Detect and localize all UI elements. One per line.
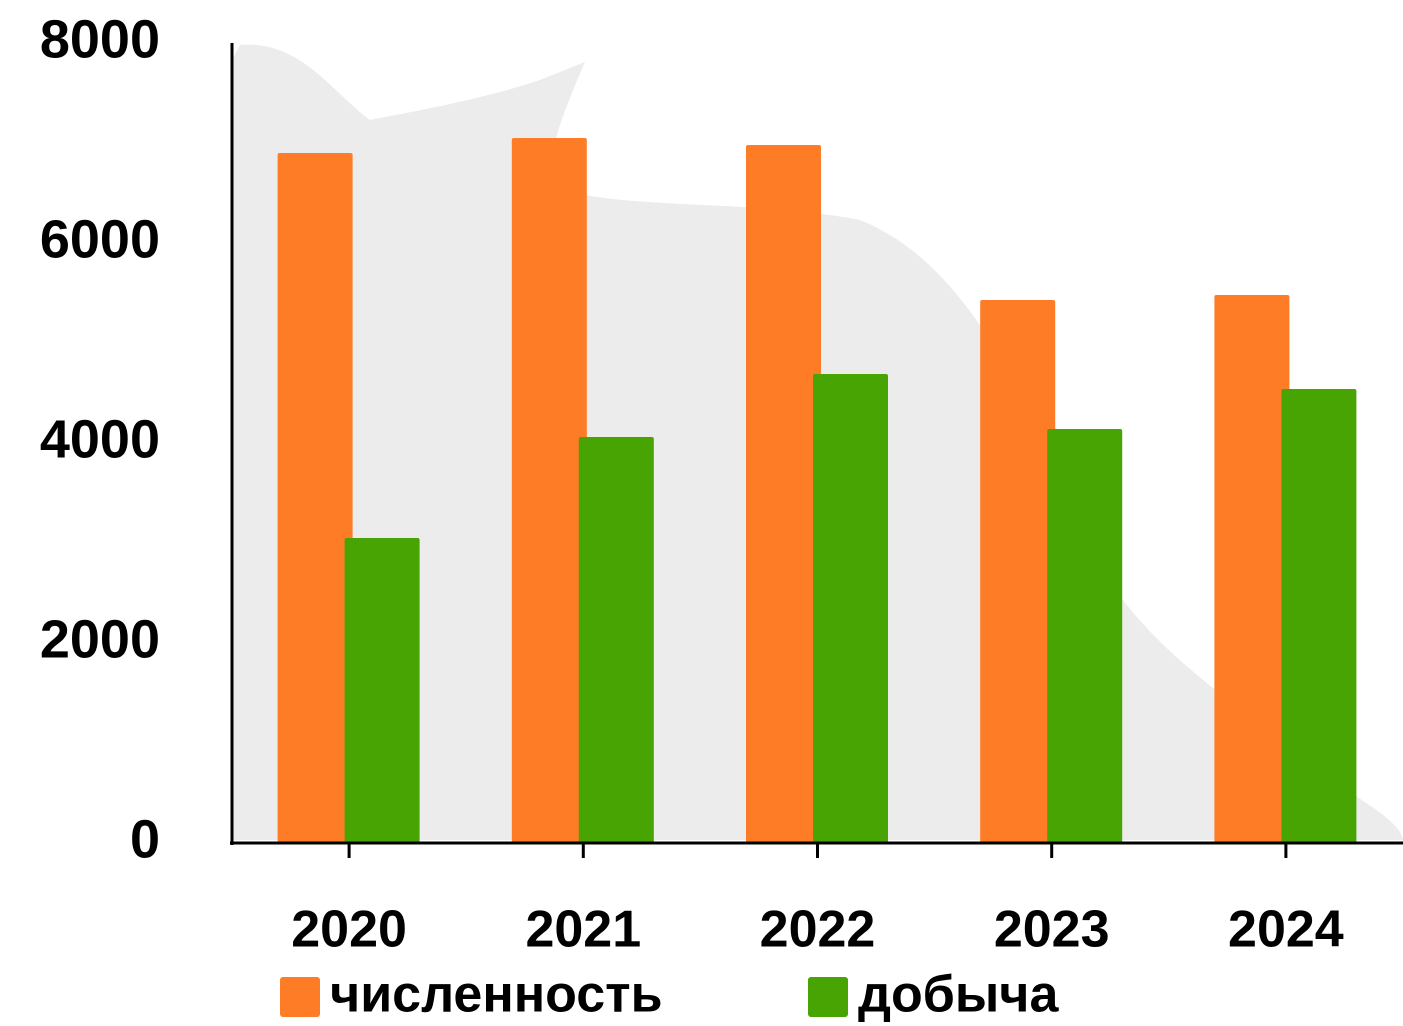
bar bbox=[980, 300, 1056, 843]
legend-swatch bbox=[280, 977, 320, 1017]
y-tick-label: 0 bbox=[130, 809, 160, 869]
y-tick-label: 2000 bbox=[40, 609, 160, 669]
bar bbox=[1214, 295, 1290, 843]
bar bbox=[578, 437, 654, 843]
legend-label: численность bbox=[330, 966, 663, 1024]
x-tick-label: 2023 bbox=[994, 901, 1110, 959]
bar bbox=[344, 538, 420, 843]
bar bbox=[511, 138, 587, 843]
y-tick-label: 4000 bbox=[40, 409, 160, 469]
bar bbox=[813, 374, 888, 843]
bar bbox=[1047, 429, 1123, 843]
bar bbox=[746, 145, 821, 843]
x-tick-label: 2020 bbox=[291, 901, 407, 959]
y-tick-label: 6000 bbox=[40, 209, 160, 269]
x-tick-label: 2024 bbox=[1228, 901, 1344, 959]
legend-label: добыча bbox=[858, 966, 1059, 1024]
x-tick-label: 2022 bbox=[760, 901, 876, 959]
legend-swatch bbox=[808, 977, 848, 1017]
y-tick-label: 8000 bbox=[40, 9, 160, 69]
x-tick-label: 2021 bbox=[525, 901, 641, 959]
bar bbox=[277, 153, 353, 843]
bar bbox=[1281, 389, 1357, 843]
